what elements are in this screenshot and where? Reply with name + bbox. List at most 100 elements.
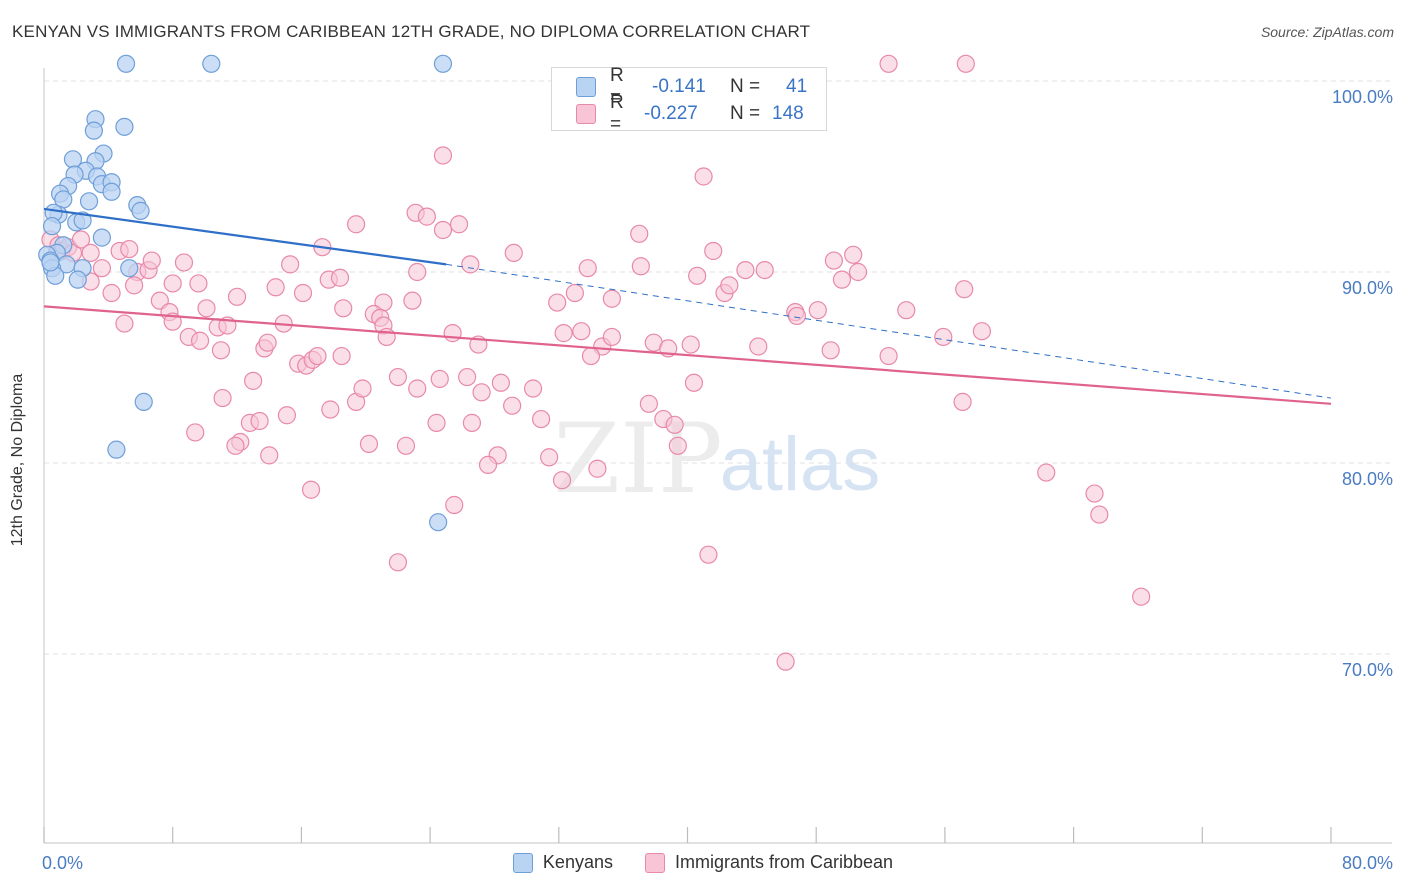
y-tick-label: 70.0% (1342, 660, 1393, 680)
carib-point (408, 379, 427, 398)
carib-point (174, 253, 194, 272)
kenyan-trend-line (43, 207, 447, 266)
carib-point (720, 276, 739, 295)
carib-point (308, 346, 327, 366)
carib-point (226, 436, 245, 455)
kenyan-point (79, 192, 99, 211)
carib-point (749, 337, 768, 356)
grid-layer (44, 80, 1392, 655)
carib-point (445, 495, 464, 515)
legend: R = -0.141 N = 41 R = -0.227 N = 148 (551, 65, 827, 135)
carib-point (260, 446, 279, 465)
carib-point (668, 436, 687, 455)
carib-point (211, 341, 231, 360)
carib-point (955, 280, 974, 299)
carib-point (334, 299, 353, 318)
carib-point (353, 379, 372, 398)
bottom-legend-kenyans[interactable]: Kenyans (512, 852, 613, 873)
carib-point (491, 373, 510, 392)
watermark-zip: ZIP (553, 403, 722, 515)
legend-swatch-kenyan (576, 77, 596, 97)
carib-point (346, 215, 366, 234)
watermark: ZIP atlas (553, 403, 880, 515)
carib-point (1085, 484, 1104, 503)
carib-point (523, 379, 543, 398)
bottom-legend-label-caribbean: Immigrants from Caribbean (674, 852, 894, 872)
bottom-legend-swatch-kenyans (512, 852, 533, 873)
legend-n-value-carib: 148 (772, 103, 804, 124)
series-kenyan-points (38, 54, 453, 532)
bottom-legend-caribbean[interactable]: Immigrants from Caribbean (644, 852, 894, 873)
source-label: Source: ZipAtlas.com (1260, 24, 1394, 40)
carib-point (244, 371, 263, 390)
carib-point (699, 545, 718, 564)
legend-row-carib: R = -0.227 N = 148 (576, 92, 804, 135)
bottom-legend-swatch-caribbean (644, 852, 665, 873)
carib-point (293, 283, 313, 303)
kenyan-point (433, 54, 453, 73)
kenyan-point (116, 54, 136, 73)
carib-point (630, 224, 649, 243)
carib-point (120, 239, 139, 259)
legend-swatch-carib (576, 104, 596, 124)
kenyan-point (73, 211, 92, 230)
carib-point (408, 262, 427, 282)
carib-point (417, 207, 436, 226)
carib-point (461, 255, 480, 274)
carib-point (301, 480, 321, 499)
tick-labels: 100.0% 90.0% 80.0% 70.0% 0.0% 80.0% (42, 87, 1393, 873)
x-tick-label-right: 80.0% (1342, 853, 1393, 873)
carib-point (844, 245, 863, 264)
y-tick-label: 80.0% (1342, 469, 1393, 489)
carib-point (213, 388, 232, 408)
kenyan-point (84, 121, 103, 140)
carib-point (972, 322, 992, 341)
trend-lines (43, 207, 1332, 405)
carib-point (186, 423, 205, 442)
watermark-atlas: atlas (720, 422, 881, 507)
kenyan-point (131, 201, 150, 220)
bottom-legend: Kenyans Immigrants from Caribbean (0, 852, 1406, 873)
bottom-legend-label-kenyans: Kenyans (542, 852, 613, 872)
carib-point (684, 373, 704, 392)
carib-point (388, 367, 408, 387)
carib-point (832, 270, 852, 289)
carib-point (462, 413, 482, 432)
carib-point (1090, 505, 1109, 524)
carib-point (427, 413, 446, 432)
carib-point (443, 324, 462, 343)
y-tick-label: 100.0% (1332, 87, 1393, 107)
legend-r-value-carib: -0.227 (644, 103, 698, 124)
carib-point (953, 392, 972, 411)
carib-point (1132, 587, 1151, 606)
carib-point (258, 333, 277, 352)
carib-point (458, 367, 477, 387)
legend-n-label: N = (730, 103, 761, 124)
carib-point (532, 409, 551, 429)
carib-point (824, 251, 843, 270)
carib-point (704, 241, 723, 261)
carib-point (934, 327, 953, 347)
carib-point (694, 167, 713, 186)
kenyan-point (134, 392, 153, 411)
carib-trend-line (43, 305, 1332, 405)
carib-point (602, 289, 621, 308)
carib-point (449, 215, 469, 234)
carib-point (554, 324, 573, 343)
carib-point (359, 434, 379, 453)
carib-point (736, 260, 755, 280)
carib-point (572, 322, 591, 341)
carib-point (552, 471, 572, 490)
carib-point (190, 331, 210, 350)
carib-point (776, 652, 795, 671)
kenyan-point (115, 117, 134, 136)
carib-point (503, 396, 522, 415)
kenyan-point (120, 259, 139, 278)
carib-point (321, 400, 340, 419)
legend-n-value-kenyan: 41 (786, 76, 808, 97)
x-tick-label-left: 0.0% (42, 853, 83, 873)
carib-point (197, 299, 216, 318)
carib-point (897, 301, 916, 320)
carib-point (548, 293, 567, 312)
